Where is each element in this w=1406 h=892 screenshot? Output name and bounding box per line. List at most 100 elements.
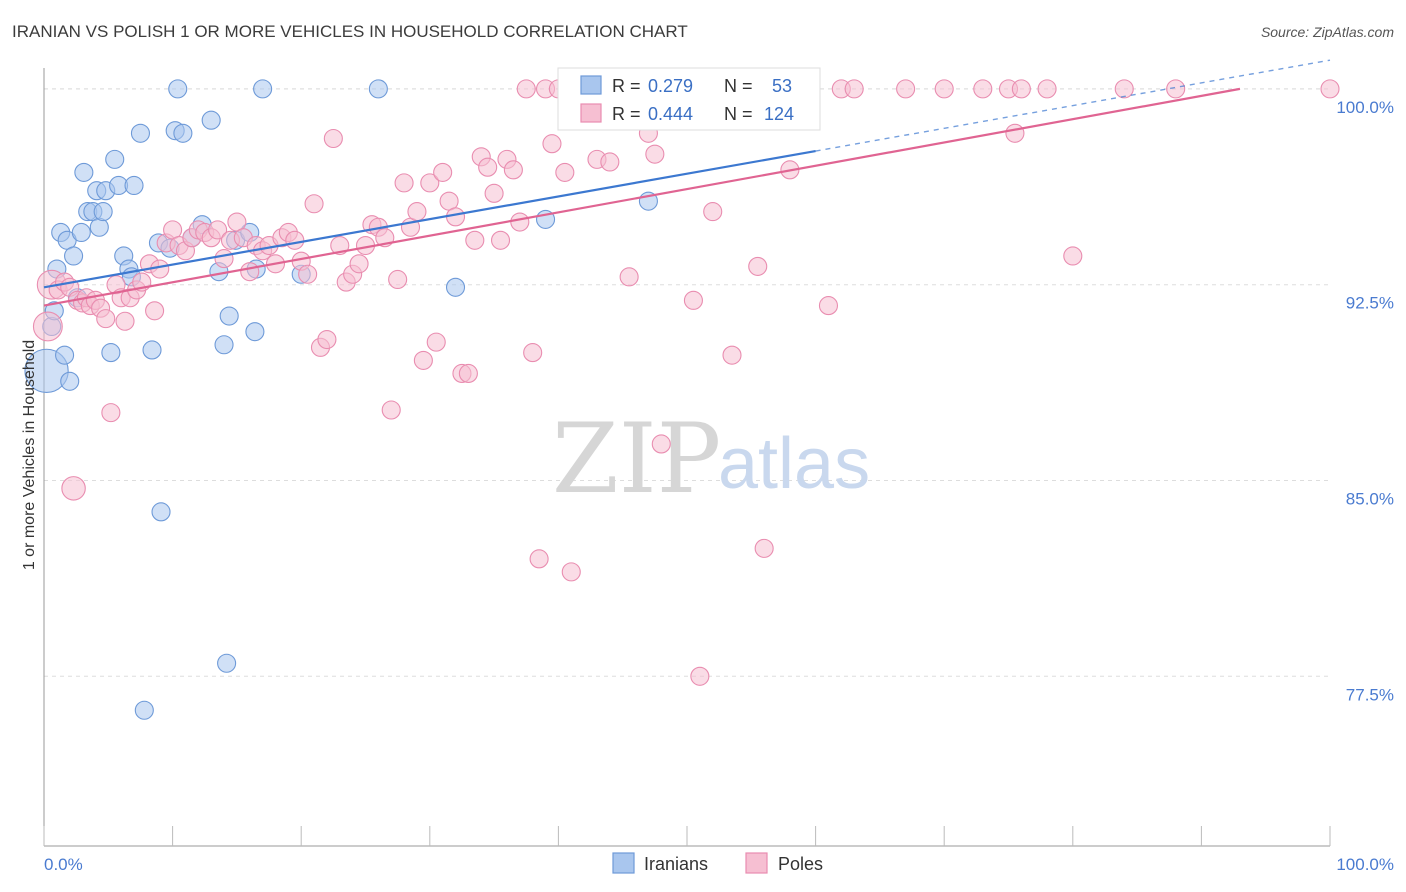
legend-iranians-r-label: R =	[612, 76, 641, 96]
poles-trend-line	[43, 87, 1241, 307]
iranians-point	[101, 343, 121, 363]
iranians-point	[253, 79, 273, 99]
poles-point	[600, 152, 620, 172]
poles-point	[1011, 79, 1031, 99]
iranians-point	[245, 322, 265, 342]
y-axis-label: 1 or more Vehicles in Household	[21, 340, 38, 570]
legend-box: R = 0.279 N = 53 R = 0.444 N = 124	[557, 67, 821, 131]
poles-point	[317, 329, 337, 350]
iranians-point	[219, 306, 239, 326]
iranians-point	[217, 653, 237, 673]
poles-point	[145, 301, 165, 321]
iranians-point	[89, 217, 109, 237]
poles-point	[619, 267, 639, 287]
poles-point	[561, 562, 581, 582]
poles-point	[208, 220, 228, 240]
poles-point	[523, 343, 543, 363]
poles-point	[510, 212, 530, 232]
legend-iranians-r-value: 0.279	[648, 76, 693, 96]
poles-point	[529, 549, 549, 569]
poles-point	[1166, 79, 1186, 99]
poles-point	[683, 290, 703, 310]
iranians-point	[105, 149, 125, 169]
x-tick-label-min: 0.0%	[44, 855, 83, 874]
y-tick-labels: 77.5% 85.0% 92.5% 100.0%	[1336, 98, 1394, 704]
poles-point	[304, 194, 324, 214]
iranians-points	[24, 79, 723, 720]
legend-poles-n-value: 124	[764, 104, 794, 124]
watermark-atlas: atlas	[718, 424, 870, 504]
poles-point	[703, 202, 723, 222]
poles-point	[240, 262, 260, 282]
poles-point	[1114, 79, 1134, 99]
poles-point	[330, 235, 350, 256]
legend-poles-swatch	[580, 103, 602, 123]
iranians-point	[142, 340, 162, 360]
poles-point	[516, 79, 536, 99]
bottom-legend: Iranians Poles	[612, 852, 823, 874]
watermark-zip: ZIP	[552, 403, 721, 515]
poles-point	[542, 134, 562, 154]
poles-point	[490, 230, 511, 250]
poles-point	[349, 254, 369, 274]
poles-point	[1320, 79, 1340, 99]
poles-point	[115, 311, 135, 331]
poles-point	[1063, 246, 1083, 266]
iranians-trend-line-extension	[815, 59, 1331, 152]
poles-point	[748, 256, 768, 276]
poles-point	[690, 666, 710, 686]
poles-point	[420, 173, 440, 193]
y-tick-label: 92.5%	[1346, 294, 1394, 313]
poles-point	[478, 157, 498, 177]
poles-point	[1037, 79, 1057, 99]
bottom-legend-poles-label: Poles	[778, 854, 823, 874]
iranians-point	[93, 202, 113, 222]
iranians-point	[151, 502, 171, 522]
iranians-point	[74, 162, 94, 182]
legend-poles-r-label: R =	[612, 104, 641, 124]
x-tick-label-max: 100.0%	[1336, 855, 1394, 874]
legend-iranians-n-label: N =	[724, 76, 753, 96]
poles-point	[381, 400, 401, 420]
poles-point	[503, 160, 523, 180]
poles-point	[61, 476, 86, 501]
poles-point	[1005, 123, 1025, 143]
iranians-point	[64, 246, 84, 266]
poles-point	[101, 403, 121, 423]
bottom-legend-iranians-swatch	[612, 852, 635, 874]
bottom-legend-iranians-label: Iranians	[644, 854, 708, 874]
poles-point	[323, 128, 343, 149]
poles-point	[555, 162, 575, 182]
iranians-point	[445, 277, 466, 297]
source-label[interactable]: Source: ZipAtlas.com	[1260, 24, 1394, 40]
poles-points	[32, 79, 1340, 686]
poles-point	[465, 230, 485, 250]
poles-point	[722, 345, 742, 365]
poles-point	[973, 79, 993, 99]
legend-iranians-n-value: 53	[772, 76, 792, 96]
poles-point	[645, 144, 665, 164]
legend-poles-n-label: N =	[724, 104, 753, 124]
poles-point	[458, 363, 478, 384]
iranians-point	[60, 371, 80, 391]
watermark: ZIP atlas	[552, 403, 870, 515]
gridlines	[44, 88, 1330, 677]
poles-point	[407, 202, 427, 222]
poles-point	[298, 264, 318, 284]
poles-point	[754, 538, 774, 558]
bottom-legend-poles-swatch	[745, 852, 768, 874]
iranians-point	[71, 222, 91, 243]
legend-frame	[557, 67, 821, 131]
poles-point	[896, 79, 916, 99]
poles-point	[214, 249, 234, 269]
poles-point	[484, 183, 504, 203]
chart-title: IRANIAN VS POLISH 1 OR MORE VEHICLES IN …	[12, 22, 688, 41]
iranians-point	[134, 700, 154, 720]
iranians-point	[55, 345, 75, 365]
legend-iranians-swatch	[580, 75, 602, 95]
poles-point	[651, 434, 671, 454]
trend-lines	[43, 59, 1331, 307]
poles-point	[285, 230, 305, 250]
y-tick-label: 85.0%	[1346, 489, 1394, 508]
iranians-point	[368, 79, 388, 99]
